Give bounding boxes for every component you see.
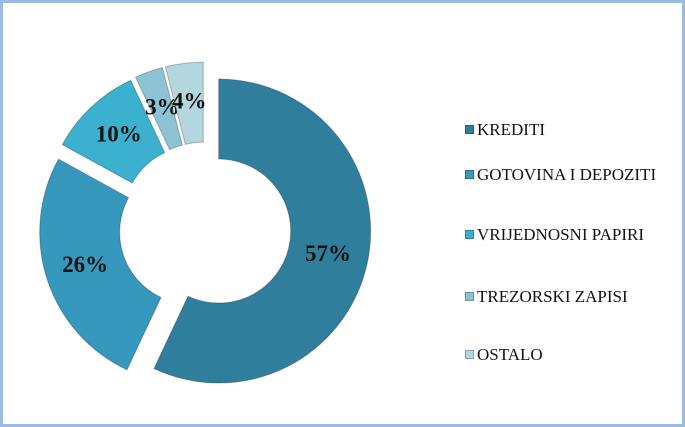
slice bbox=[61, 79, 166, 184]
data-label: 26% bbox=[62, 252, 108, 277]
legend-item: TREZORSKI ZAPISI bbox=[465, 287, 675, 307]
legend-label: KREDITI bbox=[477, 120, 545, 139]
legend-item: GOTOVINA I DEPOZITI bbox=[465, 165, 675, 185]
slice bbox=[39, 158, 162, 371]
data-label: 10% bbox=[96, 121, 142, 146]
legend-swatch bbox=[465, 292, 474, 301]
data-label: 4% bbox=[172, 88, 207, 113]
legend-label: TREZORSKI ZAPISI bbox=[477, 287, 628, 306]
legend-label: GOTOVINA I DEPOZITI bbox=[477, 165, 657, 184]
legend-item: VRIJEDNOSNI PAPIRI bbox=[465, 225, 675, 245]
legend-swatch bbox=[465, 170, 474, 179]
data-label: 57% bbox=[305, 241, 351, 266]
slice bbox=[134, 66, 183, 151]
legend-swatch bbox=[465, 125, 474, 134]
legend-label: OSTALO bbox=[477, 345, 543, 364]
legend-label: VRIJEDNOSNI PAPIRI bbox=[477, 225, 645, 244]
legend-swatch bbox=[465, 230, 474, 239]
legend-item: KREDITI bbox=[465, 120, 675, 140]
slice bbox=[153, 78, 372, 384]
slice bbox=[164, 61, 204, 145]
legend-swatch bbox=[465, 350, 474, 359]
legend-item: OSTALO bbox=[465, 345, 675, 365]
